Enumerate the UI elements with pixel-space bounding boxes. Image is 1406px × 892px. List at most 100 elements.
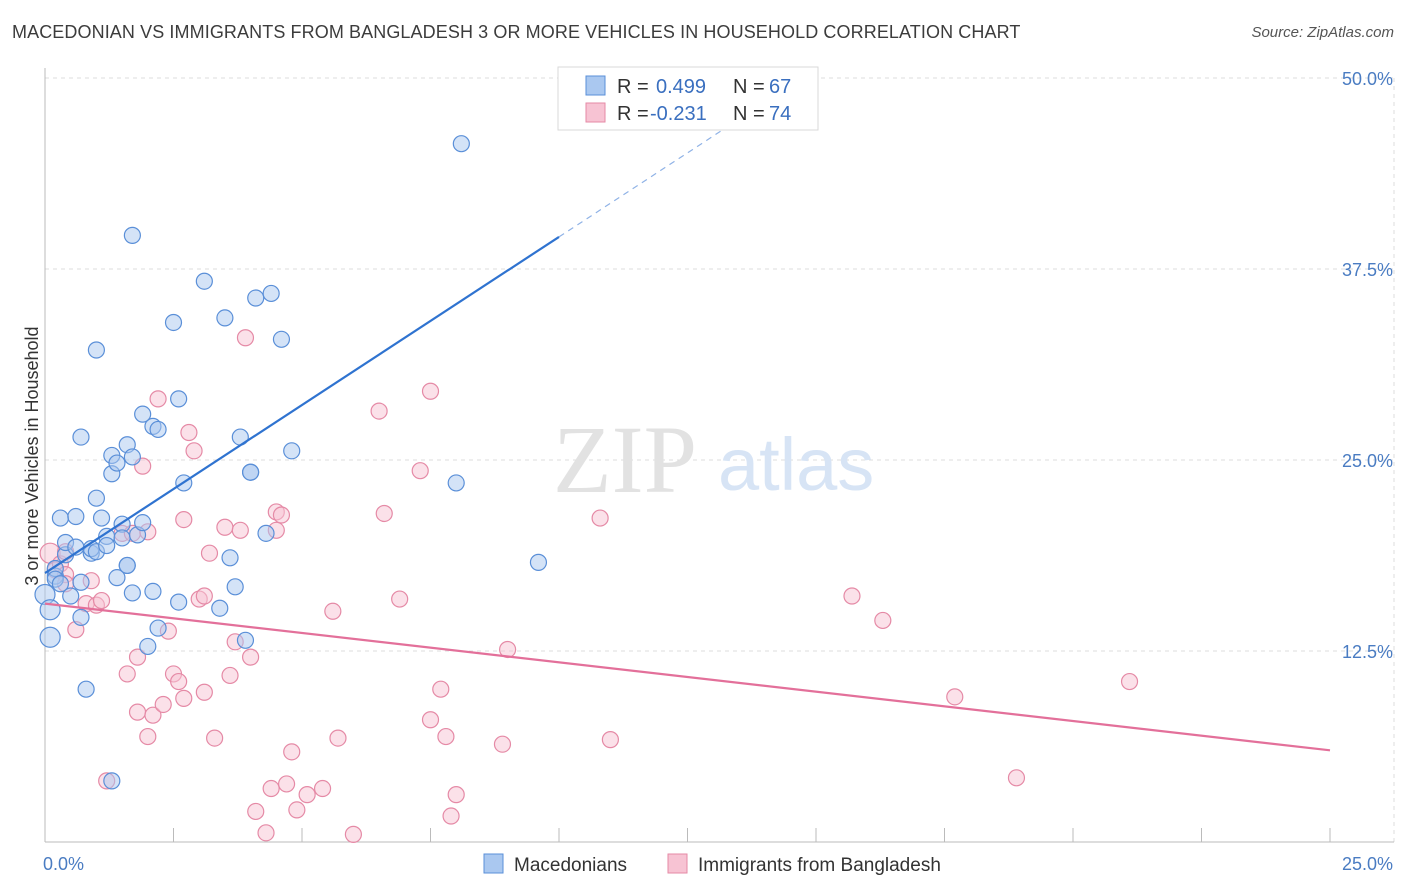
macedonian-point — [39, 626, 61, 648]
bangladesh-point — [139, 727, 157, 746]
bangladesh-point — [180, 423, 198, 442]
macedonian-point — [39, 599, 61, 621]
macedonian-point — [216, 309, 234, 327]
y-tick-label: 25.0% — [1342, 451, 1393, 471]
macedonian-point — [77, 680, 95, 698]
bangladesh-point — [329, 729, 347, 747]
bangladesh-point — [247, 802, 265, 821]
series-macedonians — [34, 135, 548, 790]
trend-line-macedonians-extension — [558, 118, 740, 238]
macedonian-point — [170, 593, 188, 611]
macedonian-point — [226, 578, 244, 596]
macedonian-point — [108, 454, 126, 472]
bangladesh-point — [231, 521, 249, 539]
bangladesh-point — [257, 824, 275, 842]
macedonian-point — [195, 272, 213, 290]
macedonian-point — [123, 226, 141, 244]
bangladesh-point — [843, 587, 861, 605]
legend-r-label-1: R = — [617, 76, 649, 98]
y-tick-label: 50.0% — [1342, 69, 1393, 89]
bangladesh-point — [170, 672, 188, 691]
bangladesh-point — [391, 590, 409, 608]
macedonian-point — [98, 536, 116, 555]
macedonian-point — [211, 599, 229, 617]
x-tick-label: 0.0% — [43, 854, 84, 874]
macedonian-point — [221, 549, 239, 567]
macedonian-point — [51, 575, 70, 593]
bangladesh-point — [288, 801, 306, 819]
bangladesh-point — [447, 786, 465, 804]
legend-swatch-blue — [585, 75, 606, 96]
macedonian-point — [262, 284, 280, 303]
macedonian-point — [108, 569, 126, 587]
bangladesh-point — [313, 779, 332, 798]
bangladesh-point — [591, 509, 609, 527]
legend-n-value-1: 67 — [769, 76, 791, 98]
bangladesh-point — [272, 506, 291, 524]
macedonian-point — [257, 524, 275, 542]
bangladesh-point — [1120, 672, 1139, 691]
bangladesh-point — [874, 611, 892, 630]
macedonian-point — [144, 582, 162, 601]
bangladesh-point — [206, 729, 224, 747]
bangladesh-point — [144, 706, 162, 724]
trend-line-bangladesh — [44, 602, 1331, 752]
legend-r-value-1: 0.499 — [656, 76, 706, 98]
macedonian-point — [67, 507, 85, 526]
bangladesh-point — [236, 329, 255, 347]
macedonian-point — [113, 529, 131, 547]
macedonian-point — [62, 587, 80, 605]
bangladesh-point — [298, 786, 316, 804]
y-tick-label: 12.5% — [1342, 642, 1393, 662]
series-legend-label-blue: Macedonians — [514, 855, 627, 876]
bangladesh-point — [216, 518, 234, 536]
bangladesh-point — [118, 665, 136, 683]
bangladesh-point — [200, 544, 219, 562]
series-legend-swatch-blue — [483, 853, 504, 874]
macedonian-point — [149, 619, 167, 637]
macedonian-point — [123, 448, 141, 466]
bangladesh-point — [493, 735, 512, 753]
macedonian-point — [236, 631, 255, 649]
legend-r-value-2: -0.231 — [650, 103, 707, 125]
macedonian-point — [242, 463, 260, 481]
legend-n-label-2: N = — [733, 103, 765, 125]
bangladesh-point — [432, 680, 450, 698]
bangladesh-point — [262, 779, 280, 798]
macedonian-point — [447, 474, 465, 492]
macedonian-point — [72, 428, 90, 446]
bangladesh-point — [92, 591, 111, 610]
macedonian-point — [283, 442, 301, 460]
source-note: Source: ZipAtlas.com — [1251, 24, 1394, 41]
chart-title: MACEDONIAN VS IMMIGRANTS FROM BANGLADESH… — [12, 22, 1021, 42]
macedonian-point — [139, 637, 157, 656]
macedonian-point — [51, 509, 70, 527]
macedonian-point — [164, 313, 183, 332]
tick-labels: 12.5% 25.0% 37.5% 50.0% 0.0% 25.0% — [43, 69, 1393, 874]
bangladesh-point — [175, 510, 193, 529]
series-legend-label-pink: Immigrants from Bangladesh — [698, 855, 941, 876]
bangladesh-point — [946, 688, 964, 706]
bangladesh-point — [242, 648, 260, 666]
legend-n-label-1: N = — [733, 76, 765, 98]
bangladesh-point — [149, 390, 167, 408]
macedonian-point — [72, 573, 90, 591]
bangladesh-point — [175, 689, 193, 707]
series-legend-swatch-pink — [667, 853, 688, 874]
bangladesh-point — [195, 683, 213, 701]
bangladesh-point — [375, 504, 393, 523]
bangladesh-point — [344, 825, 362, 843]
y-axis-label: 3 or more Vehicles in Household — [22, 326, 42, 585]
macedonian-point — [452, 135, 470, 153]
bangladesh-point — [370, 402, 388, 420]
macedonian-point — [103, 772, 121, 790]
macedonian-point — [123, 584, 141, 602]
y-tick-label: 37.5% — [1342, 260, 1393, 280]
bangladesh-point — [411, 462, 429, 480]
legend-swatch-pink — [585, 102, 606, 123]
macedonian-point — [87, 489, 106, 507]
bangladesh-point — [1007, 769, 1026, 787]
trend-lines — [44, 118, 1331, 752]
axes — [44, 68, 1394, 843]
bangladesh-point — [442, 807, 460, 825]
